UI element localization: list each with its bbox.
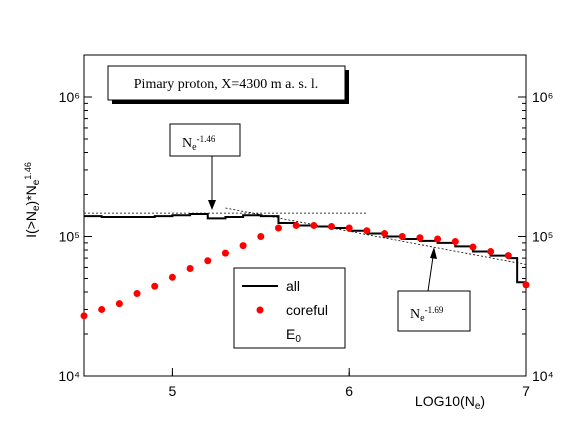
point	[451, 238, 459, 246]
legend-label: E0	[286, 326, 301, 345]
point	[98, 305, 106, 313]
legend-box	[233, 267, 346, 349]
title-box	[107, 65, 346, 101]
text-part: e	[31, 205, 42, 211]
legend-swatch	[256, 306, 264, 314]
y-tick-label: 10⁵	[59, 228, 80, 244]
text-part: I(>N	[23, 211, 39, 238]
point	[133, 290, 141, 298]
text-part: E	[286, 326, 295, 342]
point	[204, 257, 212, 265]
text-part: e	[420, 313, 425, 324]
point	[345, 224, 353, 232]
point	[398, 232, 406, 240]
point	[239, 242, 247, 250]
annotation-box	[397, 290, 471, 332]
arrow-head	[430, 247, 437, 259]
point	[168, 273, 176, 281]
x-tick-label: 7	[522, 383, 530, 399]
text-part: -1.46	[197, 134, 216, 144]
x-axis-label: LOG10(Ne)	[415, 393, 485, 412]
text-part: N	[410, 307, 420, 322]
text-part: e	[31, 179, 42, 185]
text-part: e	[475, 401, 481, 412]
y-tick-label-right: 10⁴	[532, 368, 554, 384]
text-part: e	[192, 142, 197, 153]
point	[381, 230, 389, 238]
point	[522, 281, 530, 289]
annotation: Ne-1.69	[410, 305, 444, 324]
text-part: -1.69	[425, 305, 444, 315]
arrow-head	[208, 200, 216, 210]
annotation: Ne-1.46	[182, 134, 216, 153]
point	[363, 227, 371, 235]
point	[115, 300, 123, 308]
point	[469, 243, 477, 251]
point	[186, 264, 194, 272]
legend-label: all	[286, 278, 300, 294]
point	[221, 249, 229, 257]
y-axis-label: I(>Ne)*Ne1.46	[23, 162, 42, 238]
annotation-box	[169, 123, 241, 157]
text-part: )*N	[23, 185, 39, 205]
point	[310, 221, 318, 229]
point	[80, 312, 88, 320]
text-part: 1.46	[23, 162, 33, 180]
point	[416, 234, 424, 242]
text-part: LOG10(N	[415, 393, 475, 409]
y-tick-label-right: 10⁶	[532, 89, 553, 105]
point	[151, 282, 159, 290]
y-tick-label: 10⁴	[58, 368, 80, 384]
legend-label: coreful	[286, 302, 328, 318]
point	[328, 222, 336, 230]
point	[434, 235, 442, 243]
y-tick-label: 10⁶	[59, 89, 80, 105]
title: Pimary proton, X=4300 m a. s. l.	[134, 77, 318, 92]
x-tick-label: 6	[345, 383, 353, 399]
text-part: N	[182, 136, 192, 151]
point	[274, 224, 282, 232]
fit-line	[225, 207, 527, 265]
point	[487, 248, 495, 256]
point	[504, 252, 512, 260]
x-tick-label: 5	[169, 383, 177, 399]
point	[292, 221, 300, 229]
y-tick-label-right: 10⁵	[532, 228, 553, 244]
text-part: 0	[295, 334, 301, 345]
text-part: )	[480, 393, 485, 409]
point	[257, 232, 265, 240]
